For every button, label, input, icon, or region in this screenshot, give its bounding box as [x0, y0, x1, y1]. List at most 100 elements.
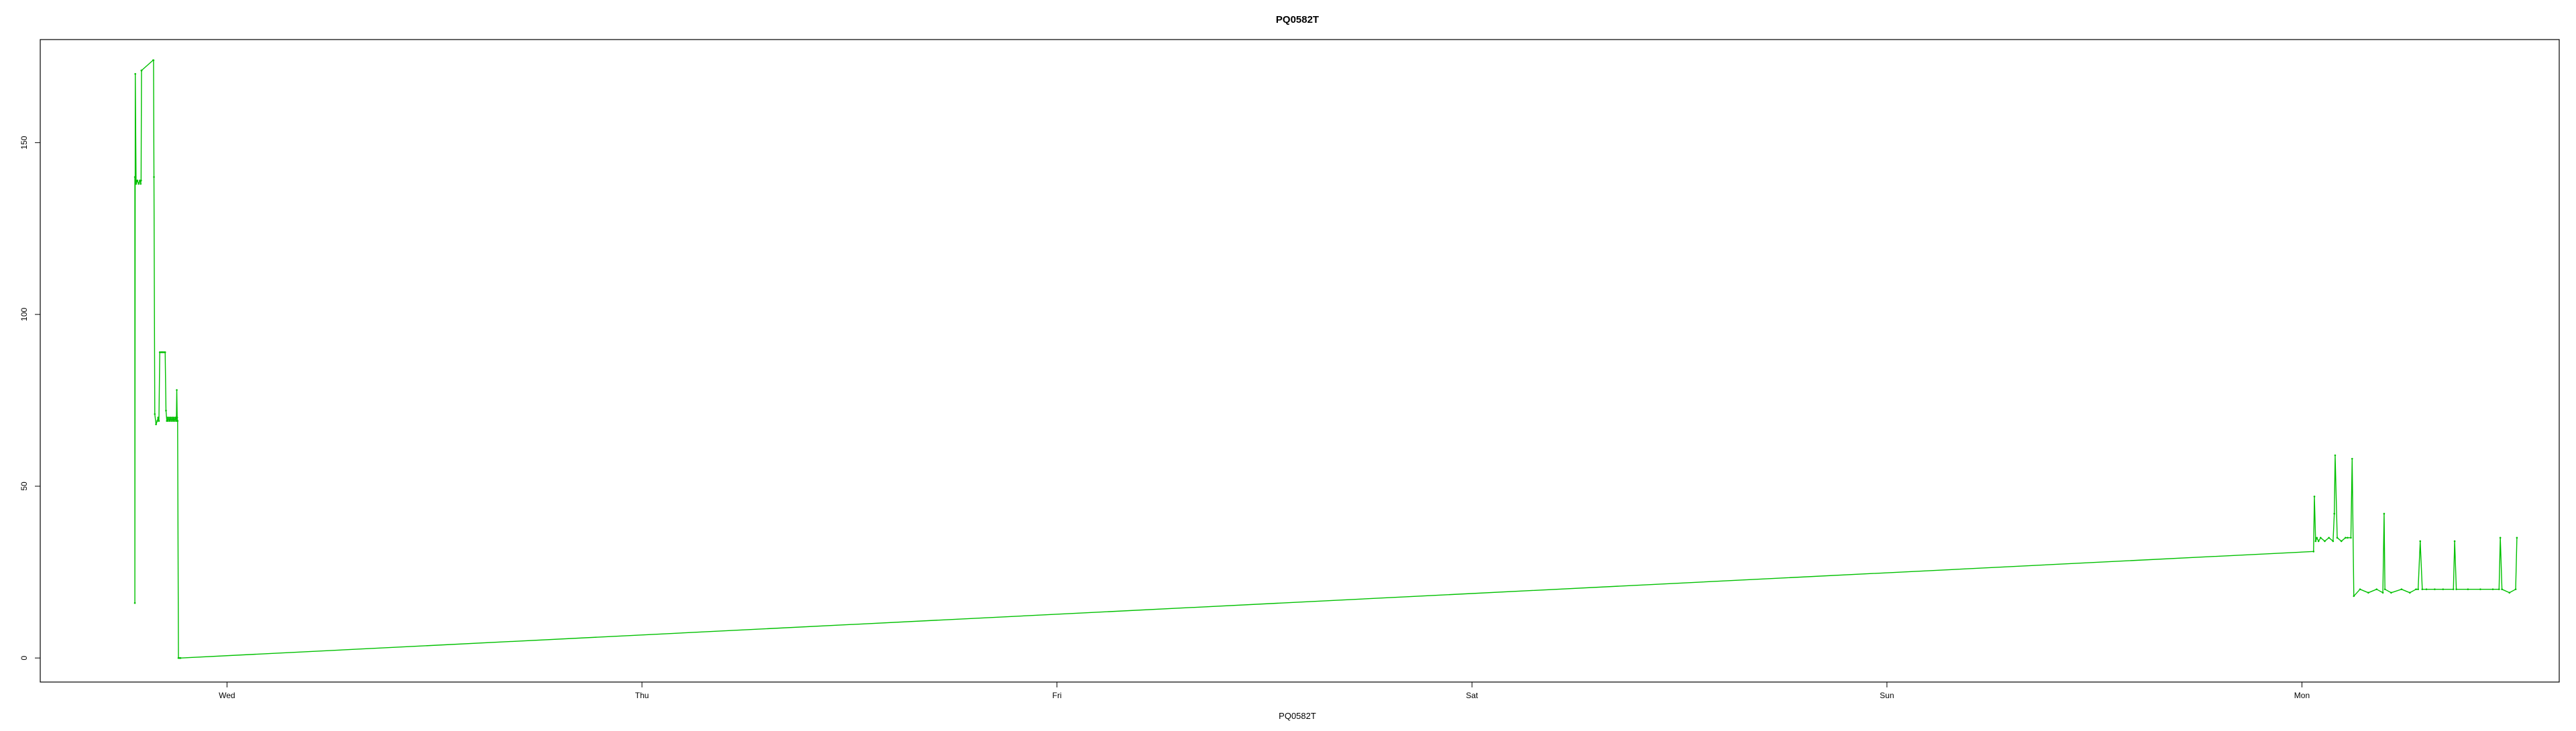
data-point: [2409, 592, 2411, 594]
data-point: [153, 176, 155, 178]
data-point: [152, 59, 155, 62]
data-point: [2334, 454, 2337, 457]
data-point: [163, 351, 165, 353]
data-point: [175, 420, 178, 422]
data-point: [2421, 588, 2424, 590]
data-point: [138, 182, 140, 185]
data-point: [176, 420, 179, 422]
data-point: [135, 182, 138, 185]
data-point: [2316, 537, 2318, 539]
data-point: [140, 69, 143, 72]
data-point: [2390, 592, 2392, 594]
data-point: [2320, 537, 2322, 539]
data-point: [170, 420, 172, 422]
data-point: [2312, 551, 2315, 553]
data-point: [2516, 537, 2518, 539]
series-line: [134, 60, 2518, 659]
data-point: [2514, 588, 2517, 590]
data-point: [154, 413, 156, 415]
data-point: [156, 420, 158, 422]
x-tick-label: Thu: [635, 691, 649, 700]
data-point: [2383, 512, 2385, 515]
x-tick-label: Wed: [219, 691, 235, 700]
y-tick-label: 150: [19, 135, 29, 149]
data-point: [165, 409, 167, 412]
data-point: [155, 423, 157, 426]
x-axis-title: PQ0582T: [1279, 711, 1316, 721]
data-point: [2452, 588, 2455, 590]
y-axis: 0 50 100 150: [19, 135, 40, 660]
data-point: [2383, 588, 2386, 590]
data-point: [2434, 588, 2436, 590]
data-point: [2351, 457, 2353, 460]
data-point: [2375, 588, 2378, 590]
data-point: [2417, 588, 2419, 590]
chart-title: PQ0582T: [1276, 14, 1319, 25]
data-point: [2333, 512, 2336, 515]
y-tick-label: 0: [19, 655, 29, 660]
data-point: [167, 420, 169, 422]
data-point: [136, 179, 139, 182]
data-point: [2491, 588, 2494, 590]
data-point: [172, 420, 174, 422]
x-tick-label: Sun: [1880, 691, 1894, 700]
x-tick-label: Fri: [1053, 691, 1062, 700]
data-point: [176, 389, 178, 391]
data-point: [2508, 592, 2511, 594]
data-point: [140, 179, 142, 182]
data-point: [134, 72, 136, 75]
data-point: [2425, 588, 2428, 590]
data-point: [2359, 588, 2361, 590]
x-tick-label: Mon: [2294, 691, 2310, 700]
data-point: [2498, 588, 2500, 590]
data-point: [2400, 588, 2403, 590]
data-point: [2353, 595, 2355, 598]
data-point: [2345, 537, 2347, 539]
data-point: [179, 657, 182, 659]
data-point: [2479, 588, 2481, 590]
data-point: [2340, 540, 2343, 543]
data-point: [2442, 588, 2445, 590]
data-point: [2467, 588, 2469, 590]
data-point: [2328, 537, 2330, 539]
data-point: [174, 416, 176, 418]
x-tick-label: Sat: [1466, 691, 1479, 700]
data-point: [158, 420, 160, 422]
data-point: [140, 182, 142, 185]
plot-area-frame: [40, 39, 2560, 683]
data-point: [164, 351, 166, 353]
data-point: [2350, 537, 2352, 539]
data-point: [166, 416, 168, 418]
data-point: [171, 416, 174, 418]
data-point: [2419, 540, 2422, 543]
data-point: [2313, 496, 2316, 498]
y-tick-label: 50: [19, 482, 29, 491]
data-point: [166, 420, 168, 422]
data-point: [157, 416, 159, 418]
data-point: [139, 179, 141, 182]
data-point: [2332, 540, 2334, 543]
data-point: [2367, 592, 2369, 594]
data-point: [2347, 537, 2349, 539]
data-point: [2501, 588, 2503, 590]
data-point: [2314, 540, 2317, 543]
data-point: [2381, 592, 2384, 594]
data-point: [172, 416, 175, 418]
data-point: [2336, 537, 2339, 539]
data-point: [133, 176, 136, 178]
data-point: [176, 416, 178, 418]
data-point: [177, 657, 180, 659]
data-point: [133, 602, 136, 604]
data-point: [2455, 588, 2457, 590]
data-point: [2453, 540, 2456, 543]
data-point: [174, 420, 176, 422]
data-point: [169, 416, 172, 418]
y-tick-label: 100: [19, 308, 29, 321]
data-point: [158, 351, 161, 353]
data-point: [2415, 588, 2417, 590]
x-axis: Wed Thu Fri Sat Sun Mon: [219, 682, 2310, 700]
data-point: [162, 351, 164, 353]
series-layer: [133, 59, 2518, 659]
